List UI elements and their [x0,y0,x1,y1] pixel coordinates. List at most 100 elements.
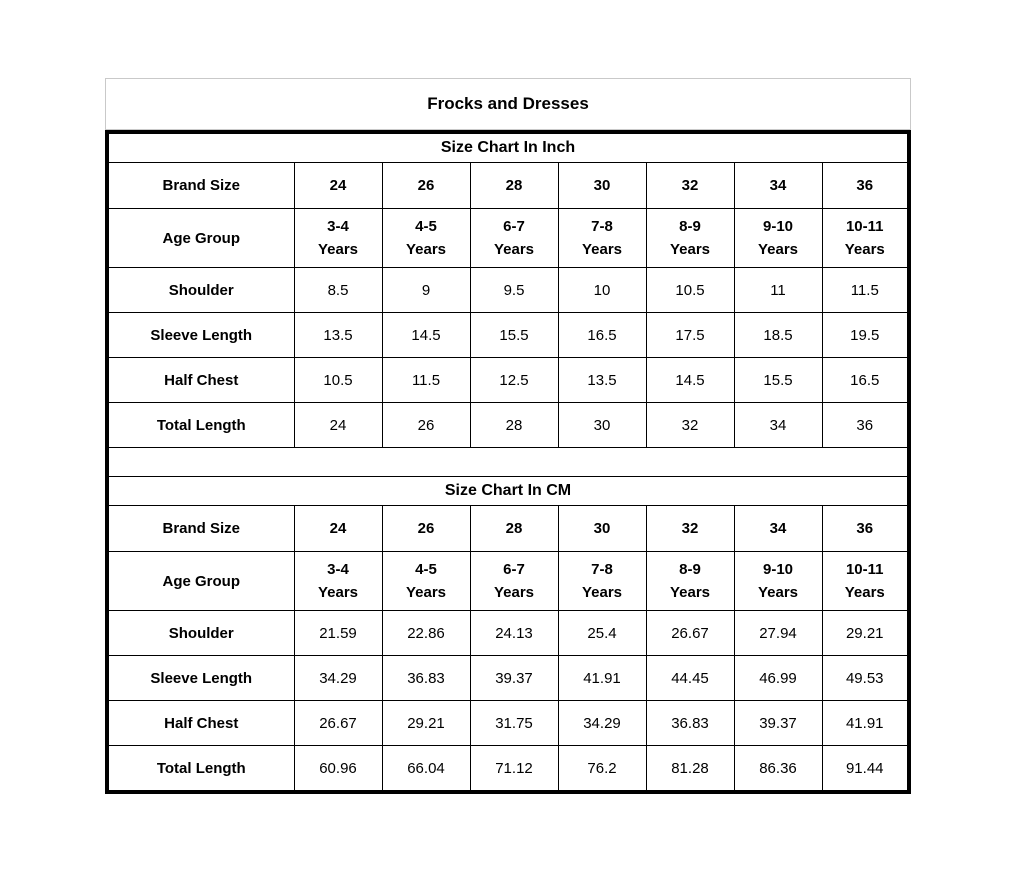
table-row: Half Chest 10.5 11.5 12.5 13.5 14.5 15.5… [106,357,910,403]
value-cell: 41.91 [821,700,910,746]
age-cell: 3-4 Years [293,208,383,268]
row-label: Total Length [106,745,295,793]
value-cell: 39.37 [469,655,559,701]
value-cell: 24.13 [469,610,559,656]
row-label: Age Group [106,551,295,611]
age-cell: 10-11 Years [821,551,910,611]
table-row: Sleeve Length 13.5 14.5 15.5 16.5 17.5 1… [106,312,910,358]
size-cell: 28 [469,505,559,552]
spacer-cell [106,447,910,477]
value-cell: 34 [733,402,823,448]
row-label: Sleeve Length [106,312,295,358]
value-cell: 9.5 [469,267,559,313]
table-row: Sleeve Length 34.29 36.83 39.37 41.91 44… [106,655,910,701]
section-header-cm: Size Chart In CM [106,476,910,506]
size-cell: 24 [293,505,383,552]
section-header-row-inch: Size Chart In Inch [106,131,910,163]
age-cell: 6-7 Years [469,208,559,268]
row-label: Half Chest [106,357,295,403]
size-cell: 30 [557,162,647,209]
size-cell: 26 [381,505,471,552]
value-cell: 14.5 [381,312,471,358]
row-label: Total Length [106,402,295,448]
value-cell: 91.44 [821,745,910,793]
value-cell: 24 [293,402,383,448]
row-label: Sleeve Length [106,655,295,701]
value-cell: 34.29 [293,655,383,701]
value-cell: 41.91 [557,655,647,701]
value-cell: 34.29 [557,700,647,746]
table-row: Age Group 3-4 Years 4-5 Years 6-7 Years … [106,551,910,611]
size-cell: 34 [733,162,823,209]
value-cell: 8.5 [293,267,383,313]
size-chart-title-box: Frocks and Dresses [105,78,911,130]
size-chart-title: Frocks and Dresses [427,94,589,113]
value-cell: 30 [557,402,647,448]
value-cell: 11.5 [381,357,471,403]
table-row: Brand Size 24 26 28 30 32 34 36 [106,162,910,209]
age-cell: 4-5 Years [381,551,471,611]
value-cell: 76.2 [557,745,647,793]
value-cell: 27.94 [733,610,823,656]
value-cell: 71.12 [469,745,559,793]
table-row: Brand Size 24 26 28 30 32 34 36 [106,505,910,552]
spacer-row [106,447,910,477]
value-cell: 13.5 [293,312,383,358]
value-cell: 26.67 [645,610,735,656]
size-cell: 24 [293,162,383,209]
table-row: Total Length 60.96 66.04 71.12 76.2 81.2… [106,745,910,793]
row-label: Brand Size [106,505,295,552]
value-cell: 15.5 [733,357,823,403]
table-row: Age Group 3-4 Years 4-5 Years 6-7 Years … [106,208,910,268]
value-cell: 26 [381,402,471,448]
table-row: Total Length 24 26 28 30 32 34 36 [106,402,910,448]
value-cell: 36.83 [381,655,471,701]
value-cell: 10.5 [645,267,735,313]
value-cell: 11.5 [821,267,910,313]
section-header-row-cm: Size Chart In CM [106,476,910,506]
row-label: Age Group [106,208,295,268]
age-cell: 9-10 Years [733,208,823,268]
value-cell: 39.37 [733,700,823,746]
size-cell: 28 [469,162,559,209]
value-cell: 26.67 [293,700,383,746]
value-cell: 10 [557,267,647,313]
age-cell: 9-10 Years [733,551,823,611]
value-cell: 14.5 [645,357,735,403]
value-cell: 9 [381,267,471,313]
value-cell: 22.86 [381,610,471,656]
age-cell: 6-7 Years [469,551,559,611]
value-cell: 86.36 [733,745,823,793]
value-cell: 15.5 [469,312,559,358]
age-cell: 4-5 Years [381,208,471,268]
value-cell: 46.99 [733,655,823,701]
age-cell: 3-4 Years [293,551,383,611]
age-cell: 10-11 Years [821,208,910,268]
size-cell: 26 [381,162,471,209]
table-row: Half Chest 26.67 29.21 31.75 34.29 36.83… [106,700,910,746]
table-row: Shoulder 8.5 9 9.5 10 10.5 11 11.5 [106,267,910,313]
size-cell: 36 [821,505,910,552]
value-cell: 12.5 [469,357,559,403]
age-cell: 7-8 Years [557,551,647,611]
value-cell: 60.96 [293,745,383,793]
size-chart-table: Size Chart In Inch Brand Size 24 26 28 3… [105,130,911,794]
value-cell: 31.75 [469,700,559,746]
value-cell: 11 [733,267,823,313]
value-cell: 44.45 [645,655,735,701]
row-label: Brand Size [106,162,295,209]
value-cell: 18.5 [733,312,823,358]
value-cell: 49.53 [821,655,910,701]
section-header-inch: Size Chart In Inch [106,131,910,163]
row-label: Half Chest [106,700,295,746]
age-cell: 7-8 Years [557,208,647,268]
table-row: Shoulder 21.59 22.86 24.13 25.4 26.67 27… [106,610,910,656]
size-cell: 34 [733,505,823,552]
value-cell: 16.5 [557,312,647,358]
value-cell: 10.5 [293,357,383,403]
value-cell: 19.5 [821,312,910,358]
value-cell: 81.28 [645,745,735,793]
size-cell: 32 [645,505,735,552]
value-cell: 29.21 [821,610,910,656]
